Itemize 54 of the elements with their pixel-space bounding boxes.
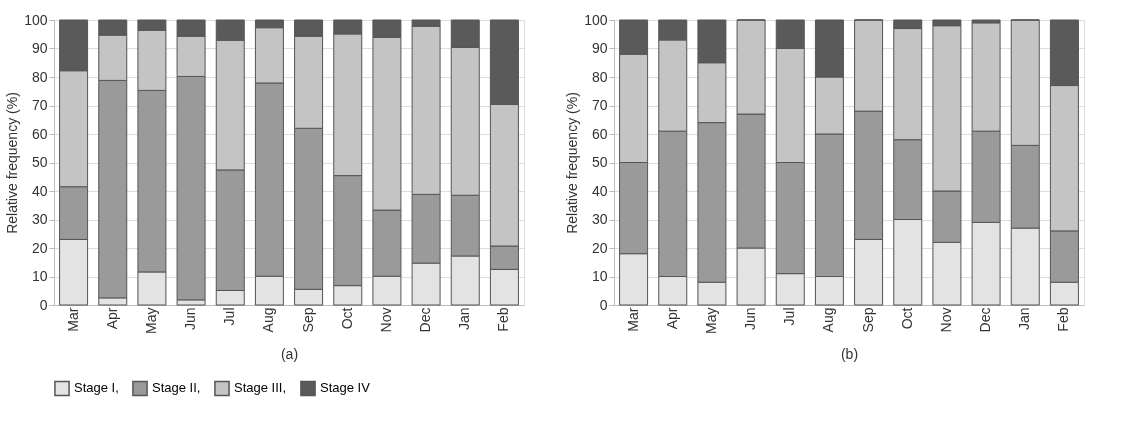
x-axis-title: (b) [840,345,859,362]
y-tick-label: 70 [591,97,608,113]
x-tick-label: Nov [377,307,394,333]
x-tick-label: Feb [1055,307,1072,332]
y-tick-label: 0 [599,296,608,313]
x-tick-label: Jul [221,307,238,326]
x-tick-label: Apr [103,307,120,330]
legend-label: Stage III, [234,380,287,396]
x-tick-label: Dec [417,307,434,333]
x-tick-label: Oct [338,307,355,330]
y-tick-label: 100 [24,11,48,28]
x-tick-label: Aug [820,307,837,333]
x-axis-title: (a) [280,345,299,362]
x-tick-label: May [142,307,159,334]
x-tick-label: Jun [182,307,199,331]
y-tick-label: 40 [591,182,608,199]
y-tick-label: 30 [31,211,48,227]
y-tick-label: 30 [591,211,608,227]
y-tick-label: 50 [31,154,48,170]
y-tick-label: 10 [31,268,48,284]
legend-label: Stage II, [152,380,201,396]
x-tick-label: Mar [624,307,641,332]
x-tick-label: Jul [781,307,798,326]
x-tick-label: Mar [64,307,81,332]
y-axis-title: Relative frequency (%) [564,92,581,234]
legend-label: Stage I, [74,380,119,396]
x-tick-label: Feb [495,307,512,332]
y-tick-label: 60 [591,125,608,142]
y-tick-label: 40 [31,182,48,199]
x-tick-label: Jan [456,307,473,331]
y-tick-label: 80 [591,68,608,85]
y-axis-title: Relative frequency (%) [4,92,21,234]
x-tick-label: Jan [1016,307,1033,331]
x-tick-label: Aug [260,307,277,333]
x-tick-label: May [702,307,719,334]
y-tick-label: 60 [31,125,48,142]
y-tick-label: 10 [591,268,608,284]
y-tick-label: 70 [31,97,48,113]
y-tick-label: 50 [591,154,608,170]
x-tick-label: Nov [937,307,954,333]
x-tick-label: Apr [663,307,680,330]
y-tick-label: 20 [591,239,608,256]
y-tick-label: 100 [584,11,608,28]
y-tick-label: 90 [591,40,608,56]
y-tick-label: 80 [31,68,48,85]
y-tick-label: 90 [31,40,48,56]
x-tick-label: Sep [299,307,316,333]
x-tick-label: Dec [977,307,994,333]
y-tick-label: 20 [31,239,48,256]
y-tick-label: 0 [39,296,48,313]
x-tick-label: Sep [859,307,876,333]
x-tick-label: Oct [898,307,915,330]
legend-label: Stage IV [320,380,371,396]
x-tick-label: Jun [742,307,759,331]
